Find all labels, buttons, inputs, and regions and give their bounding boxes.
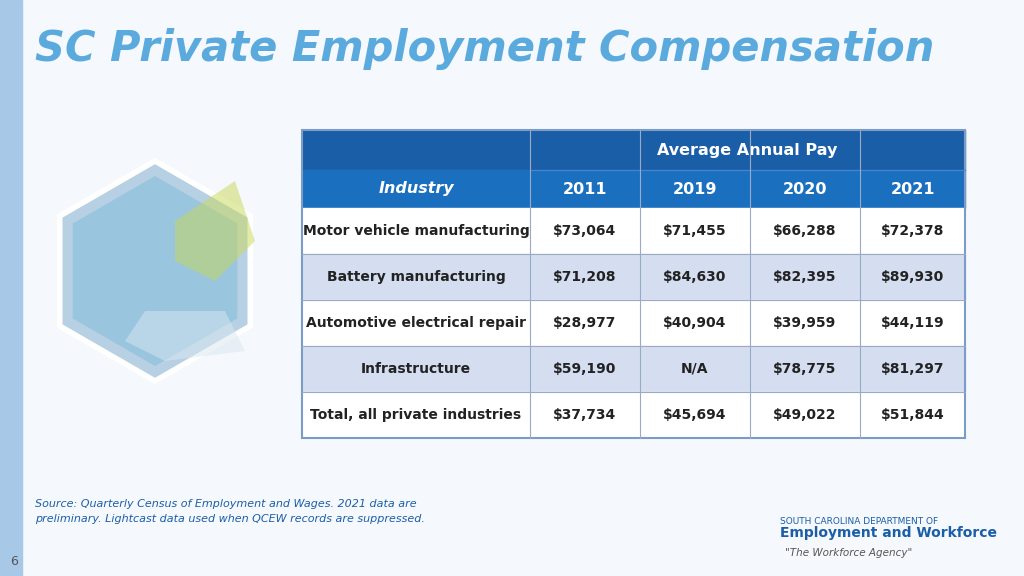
Text: Infrastructure: Infrastructure — [360, 362, 471, 376]
Text: SC Private Employment Compensation: SC Private Employment Compensation — [35, 28, 934, 70]
Text: $71,208: $71,208 — [553, 270, 616, 284]
Text: $44,119: $44,119 — [881, 316, 944, 330]
Text: $45,694: $45,694 — [664, 408, 727, 422]
Bar — [302, 170, 965, 208]
Bar — [302, 130, 965, 170]
Bar — [302, 346, 965, 392]
Text: 2019: 2019 — [673, 181, 717, 196]
Text: "The Workforce Agency": "The Workforce Agency" — [785, 548, 912, 558]
Text: $37,734: $37,734 — [553, 408, 616, 422]
Text: $71,455: $71,455 — [664, 224, 727, 238]
Bar — [302, 300, 965, 346]
Text: SOUTH CAROLINA DEPARTMENT OF: SOUTH CAROLINA DEPARTMENT OF — [780, 517, 938, 526]
Bar — [0, 0, 22, 576]
Text: 2020: 2020 — [782, 181, 827, 196]
Text: $89,930: $89,930 — [881, 270, 944, 284]
Text: $73,064: $73,064 — [553, 224, 616, 238]
Text: $78,775: $78,775 — [773, 362, 837, 376]
Text: $82,395: $82,395 — [773, 270, 837, 284]
Text: $28,977: $28,977 — [553, 316, 616, 330]
Text: $84,630: $84,630 — [664, 270, 727, 284]
Text: 2021: 2021 — [890, 181, 935, 196]
Text: $66,288: $66,288 — [773, 224, 837, 238]
Text: $49,022: $49,022 — [773, 408, 837, 422]
Bar — [302, 254, 965, 300]
Text: $51,844: $51,844 — [881, 408, 944, 422]
Text: $40,904: $40,904 — [664, 316, 727, 330]
Text: Automotive electrical repair: Automotive electrical repair — [306, 316, 526, 330]
Text: $72,378: $72,378 — [881, 224, 944, 238]
Text: Employment and Workforce: Employment and Workforce — [780, 526, 997, 540]
Polygon shape — [175, 181, 255, 281]
Text: Battery manufacturing: Battery manufacturing — [327, 270, 506, 284]
Polygon shape — [73, 176, 238, 366]
Text: Industry: Industry — [378, 181, 454, 196]
Text: Average Annual Pay: Average Annual Pay — [657, 142, 838, 157]
Text: Source: Quarterly Census of Employment and Wages. 2021 data are
preliminary. Lig: Source: Quarterly Census of Employment a… — [35, 499, 425, 524]
Text: $81,297: $81,297 — [881, 362, 944, 376]
Bar — [302, 392, 965, 438]
Text: 6: 6 — [10, 555, 17, 568]
Text: N/A: N/A — [681, 362, 709, 376]
Text: Motor vehicle manufacturing: Motor vehicle manufacturing — [303, 224, 529, 238]
Text: Total, all private industries: Total, all private industries — [310, 408, 521, 422]
Text: $39,959: $39,959 — [773, 316, 837, 330]
Bar — [302, 130, 965, 438]
Text: 2011: 2011 — [563, 181, 607, 196]
Text: $59,190: $59,190 — [553, 362, 616, 376]
Bar — [302, 208, 965, 254]
Polygon shape — [125, 311, 245, 361]
Polygon shape — [59, 161, 250, 381]
